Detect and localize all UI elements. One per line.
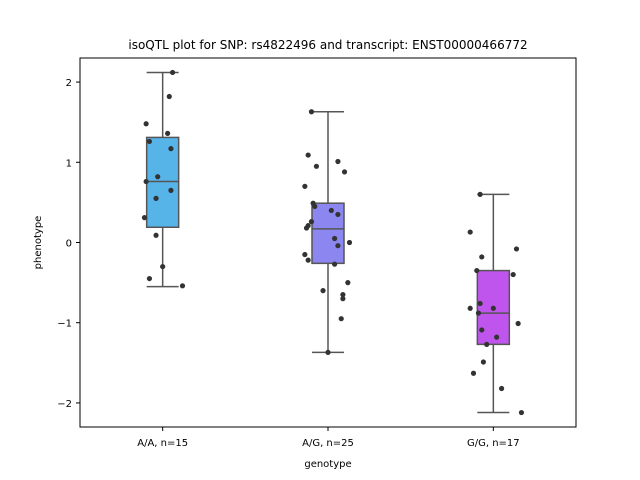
y-tick-label: 2 — [66, 78, 72, 89]
data-point — [341, 169, 348, 175]
data-point — [146, 275, 153, 282]
data-point — [303, 225, 310, 231]
point-group — [141, 69, 186, 289]
data-point — [179, 283, 186, 289]
data-point — [494, 334, 500, 340]
data-point — [168, 146, 174, 152]
y-tick-label: −1 — [57, 319, 72, 330]
data-point — [477, 191, 483, 197]
box — [145, 136, 180, 229]
data-point — [340, 292, 346, 298]
data-point — [335, 243, 341, 249]
data-point — [155, 174, 161, 180]
data-point — [153, 195, 159, 201]
data-point — [168, 187, 174, 193]
x-tick-label: A/G, n=25 — [302, 438, 354, 449]
data-point — [308, 219, 315, 225]
data-point — [467, 305, 473, 311]
data-point — [320, 288, 326, 294]
data-point — [338, 316, 344, 322]
data-point — [146, 138, 153, 145]
x-axis-label: genotype — [304, 459, 351, 470]
data-point — [346, 239, 353, 246]
point-group — [467, 191, 525, 416]
data-point — [143, 178, 149, 185]
data-point — [305, 257, 311, 263]
data-point — [479, 254, 485, 260]
x-axis: A/A, n=15 A/G, n=25 G/G, n=17 — [137, 427, 520, 449]
data-point — [143, 121, 149, 127]
data-point — [515, 320, 521, 327]
data-point — [169, 69, 176, 76]
data-point — [340, 296, 346, 302]
data-point — [470, 370, 477, 376]
data-point — [302, 251, 308, 258]
chart-title: isoQTL plot for SNP: rs4822496 and trans… — [128, 38, 527, 52]
y-tick-label: −2 — [57, 399, 72, 410]
data-point — [166, 93, 172, 100]
data-point — [332, 261, 338, 267]
data-point — [141, 215, 148, 221]
data-point — [499, 385, 505, 392]
box-group — [311, 110, 345, 354]
data-point — [325, 349, 331, 355]
point-group — [302, 109, 353, 355]
y-axis: −2 −1 0 1 2 — [57, 78, 80, 410]
data-point — [312, 203, 318, 210]
data-point — [467, 229, 473, 235]
data-point — [345, 280, 351, 286]
data-point — [153, 232, 159, 238]
data-point — [302, 183, 308, 189]
data-point — [474, 267, 480, 274]
data-point — [510, 271, 516, 278]
data-point — [160, 263, 166, 270]
data-point — [313, 163, 320, 169]
data-point — [305, 152, 311, 158]
data-point — [332, 235, 338, 242]
data-point — [328, 207, 334, 214]
y-axis-label: phenotype — [33, 216, 44, 270]
data-point — [475, 310, 482, 316]
x-tick-label: A/A, n=15 — [137, 438, 188, 449]
data-point — [484, 341, 490, 347]
data-point — [518, 409, 525, 416]
data-point — [477, 300, 483, 307]
data-point — [308, 109, 315, 115]
x-tick-label: G/G, n=17 — [467, 438, 520, 449]
data-point — [335, 158, 341, 165]
data-point — [513, 246, 520, 252]
y-tick-label: 0 — [66, 239, 72, 250]
y-tick-label: 1 — [66, 158, 72, 169]
data-point — [479, 327, 485, 333]
plot-area — [141, 69, 525, 416]
data-point — [165, 130, 171, 137]
data-point — [490, 305, 496, 311]
data-point — [335, 211, 341, 218]
data-point — [480, 359, 487, 365]
